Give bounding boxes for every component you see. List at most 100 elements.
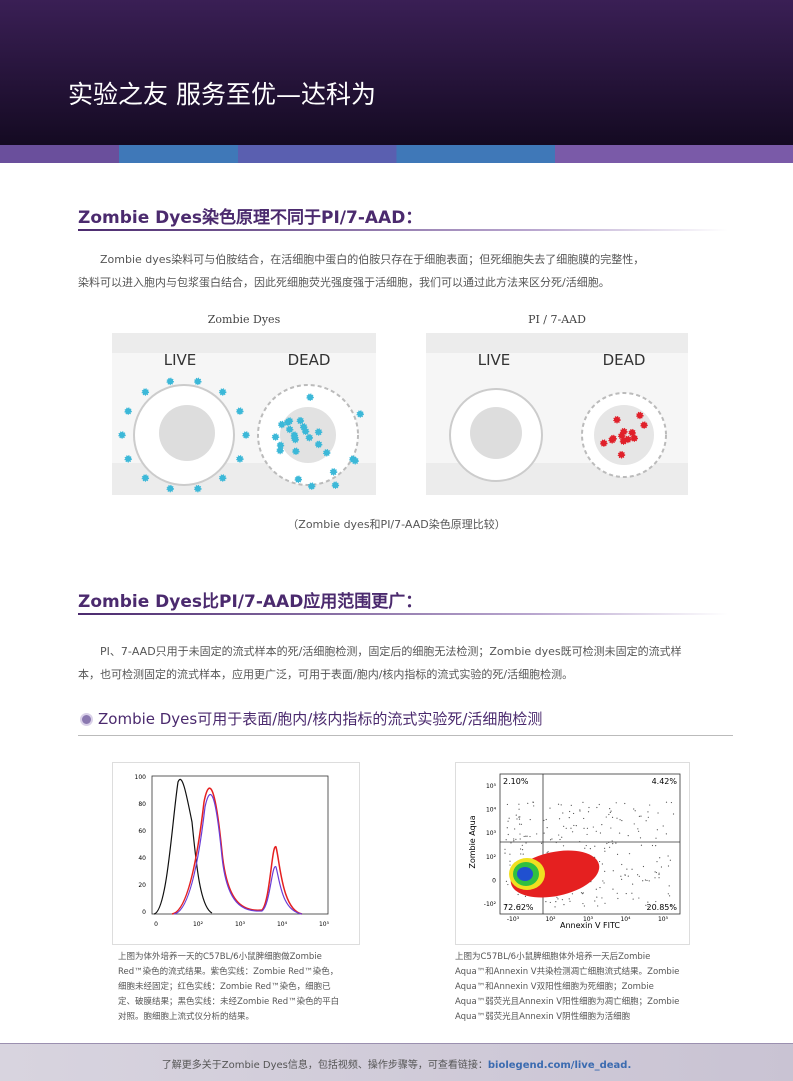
event-dot — [533, 805, 535, 807]
event-dot — [506, 827, 508, 829]
event-dot — [611, 840, 613, 842]
event-dot — [570, 804, 572, 806]
event-dot — [612, 870, 614, 872]
event-dot — [536, 833, 538, 835]
event-dot — [665, 833, 667, 835]
quadrant-label: 2.10% — [503, 777, 529, 786]
event-dot — [545, 818, 547, 821]
footer-text: 了解更多关于Zombie Dyes信息，包括视频、操作步骤等，可查看链接：bio… — [0, 1056, 793, 1071]
event-dot — [582, 902, 584, 905]
event-dot — [616, 892, 618, 894]
dye — [242, 431, 250, 439]
event-dot — [516, 818, 518, 820]
event-dot — [505, 904, 507, 906]
event-dot — [557, 898, 559, 900]
event-dot — [628, 853, 631, 855]
event-dot — [558, 834, 560, 836]
event-dot — [658, 872, 660, 874]
bullet — [80, 713, 93, 726]
event-dot — [598, 860, 601, 863]
event-dot — [571, 893, 574, 895]
dye — [194, 377, 202, 386]
event-dot — [540, 842, 543, 844]
event-dot — [656, 861, 658, 863]
dye — [271, 433, 280, 441]
event-dot — [532, 801, 535, 803]
x-tick-label: 10⁵ — [658, 916, 669, 923]
event-dot — [589, 848, 591, 850]
event-dot — [582, 801, 584, 803]
quadrant-label: 72.62% — [503, 903, 534, 912]
event-dot — [513, 840, 515, 842]
x-tick-label: 10² — [193, 921, 204, 928]
y-tick-label: 0 — [142, 909, 146, 916]
event-dot — [625, 892, 627, 895]
caption: 上图为体外培养一天的C57BL/6小鼠脾细胞做Zombie Red™染色的流式结果… — [118, 950, 368, 1025]
event-dot — [647, 905, 649, 908]
paragraph: PI、7-AAD只用于未固定的流式样本的死/活细胞检测，固定后的细胞无法检测；Z… — [78, 640, 748, 686]
event-dot — [563, 904, 565, 906]
event-dot — [621, 878, 623, 881]
event-dot — [546, 852, 548, 854]
event-dot — [617, 897, 619, 900]
event-dot — [518, 816, 520, 818]
event-dot — [556, 896, 558, 898]
event-dot — [657, 812, 659, 814]
event-dot — [610, 827, 612, 829]
event-dot — [659, 857, 661, 859]
rule — [78, 735, 733, 736]
event-dot — [509, 860, 511, 862]
event-dot — [555, 901, 557, 903]
event-dot — [616, 817, 618, 819]
event-dot — [508, 817, 510, 819]
event-dot — [520, 853, 522, 855]
footer-note: 了解更多关于Zombie Dyes信息，包括视频、操作步骤等，可查看链接： — [161, 1060, 488, 1071]
event-dot — [640, 815, 642, 817]
dye — [306, 393, 314, 401]
event-dot — [632, 883, 634, 885]
event-dot — [670, 904, 672, 906]
event-dot — [545, 901, 547, 903]
event-dot — [624, 874, 626, 876]
dye — [141, 388, 150, 396]
event-dot — [569, 900, 571, 902]
y-tick-label: 60 — [138, 828, 146, 835]
dead-label: DEAD — [603, 351, 646, 369]
dye — [124, 455, 132, 463]
live-label: LIVE — [478, 351, 511, 369]
section-heading: Zombie Dyes染色原理不同于PI/7-AAD： — [78, 208, 423, 228]
event-dot — [658, 877, 660, 879]
event-dot — [549, 901, 551, 904]
event-dot — [646, 879, 648, 882]
event-dot — [611, 816, 614, 818]
event-dot — [668, 895, 671, 897]
dye — [218, 474, 227, 482]
footer-link[interactable]: biolegend.com/live_dead. — [487, 1060, 632, 1071]
x-tick-label: 10⁵ — [319, 921, 330, 928]
event-dot — [518, 803, 520, 805]
event-dot — [595, 888, 597, 890]
header-bg — [0, 0, 793, 145]
caption-line: Red™染色的流式结果。紫色实线：Zombie Red™染色， — [118, 967, 339, 977]
event-dot — [609, 808, 611, 810]
event-dot — [509, 853, 511, 855]
dye — [630, 434, 638, 442]
x-tick-label: 10³ — [583, 916, 594, 923]
event-dot — [655, 871, 658, 874]
event-dot — [647, 901, 649, 903]
event-dot — [642, 865, 645, 868]
event-dot — [546, 826, 548, 829]
event-dot — [584, 847, 586, 849]
event-dot — [640, 844, 643, 846]
dye — [166, 377, 174, 386]
caption-line: Aqua™弱荧光且Annexin V阴性细胞为活细胞 — [455, 1012, 631, 1022]
dye — [609, 434, 617, 443]
event-dot — [518, 808, 520, 810]
x-axis-label: Annexin V FITC — [560, 921, 620, 930]
dye — [141, 474, 150, 482]
event-dot — [559, 838, 561, 841]
event-dot — [562, 845, 565, 847]
event-dot — [513, 838, 515, 840]
event-dot — [608, 846, 611, 848]
